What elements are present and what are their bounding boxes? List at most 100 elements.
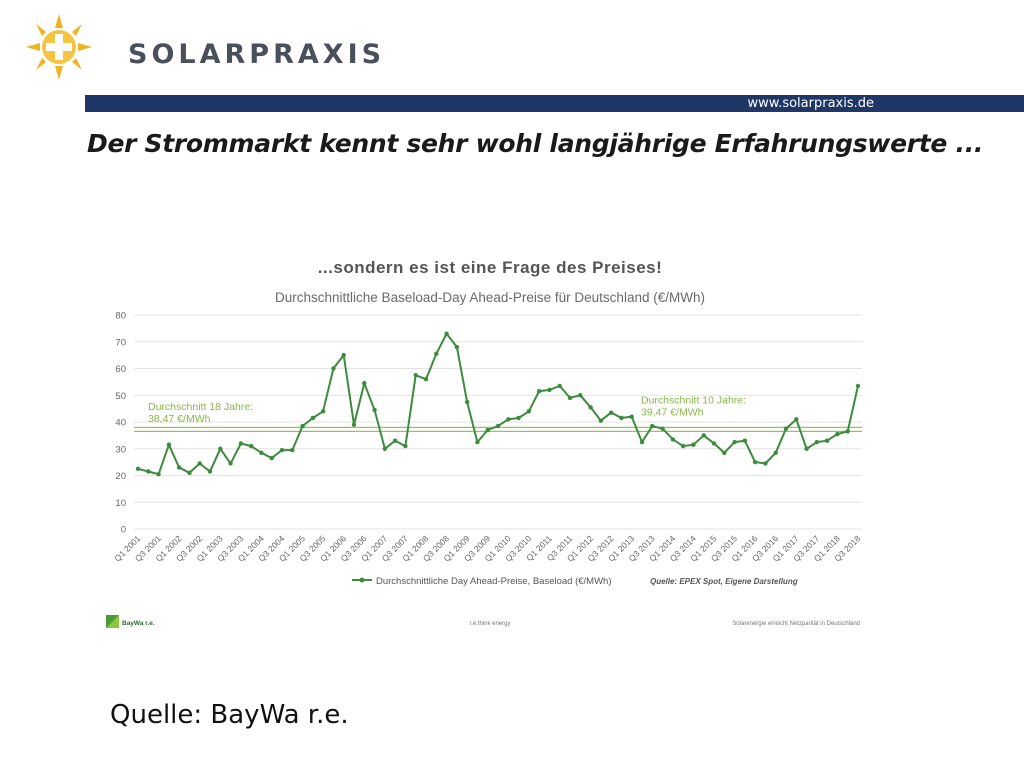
sun-logo-icon [26,14,92,80]
y-tick-label: 70 [115,337,126,348]
data-point [824,438,830,443]
price-chart: ...sondern es ist eine Frage des Preises… [100,245,880,635]
y-tick-label: 60 [115,364,126,375]
data-point [722,450,727,455]
data-point [413,372,418,378]
website-link[interactable]: www.solarpraxis.de [747,96,874,111]
data-point [495,423,501,429]
data-point [341,352,346,358]
data-point [351,422,357,427]
data-point [176,465,182,470]
y-tick-label: 50 [115,391,126,402]
data-point [536,389,542,394]
data-point [680,443,686,449]
data-point [392,438,398,443]
footer-company: BayWa r.e. [122,620,155,627]
y-tick-label: 20 [115,471,126,482]
chart-subtitle: Durchschnittliche Baseload-Day Ahead-Pre… [275,290,705,305]
average-label: Durchschnitt 10 Jahre: [641,394,746,406]
data-point [639,439,645,445]
data-point [711,441,717,446]
average-value-label: 39,47 €/MWh [641,406,704,418]
y-tick-label: 30 [115,444,126,455]
data-point [290,447,295,453]
data-point [835,431,840,437]
data-point [629,414,634,419]
data-point [845,429,850,434]
chart-svg: ...sondern es ist eine Frage des Preises… [106,258,863,628]
data-point [701,433,706,438]
data-point [506,417,511,422]
y-tick-label: 0 [121,525,126,536]
data-point [855,383,861,389]
y-tick-label: 40 [115,418,126,429]
chart-source-note: Quelle: EPEX Spot, Eigene Darstellung [650,577,798,586]
data-point [547,387,552,393]
chart-title: ...sondern es ist eine Frage des Preises… [318,258,663,277]
data-point [619,415,624,421]
footer-tagline: r.e.think energy [469,621,510,627]
data-point [248,443,254,449]
data-point [557,383,562,389]
data-point [279,447,285,453]
data-point [135,466,141,472]
data-point [464,399,470,405]
solarpraxis-logo: SOLARPRAXIS [24,12,381,82]
data-point [598,418,604,423]
y-tick-label: 80 [115,311,126,322]
average-label: Durchschnitt 18 Jahre: [148,401,253,413]
data-point [156,471,161,477]
data-point [331,366,336,371]
data-point [742,438,748,443]
data-point [300,423,305,429]
data-point [146,469,151,474]
data-point [814,439,820,445]
data-point [218,446,223,451]
data-point [752,459,758,465]
legend-label: Durchschnittliche Day Ahead-Preise, Base… [376,576,612,587]
data-point [588,405,593,410]
data-point [670,437,676,442]
data-point [783,426,789,431]
data-point [732,439,737,445]
source-caption: Quelle: BayWa r.e. [110,700,349,730]
data-point [516,415,521,421]
data-point [763,461,768,466]
data-point [567,395,573,401]
data-point [485,427,490,433]
footer-right-text: Solarenergie erreicht Netzparität in Deu… [732,621,860,627]
data-point [166,442,172,447]
data-point [372,407,377,413]
data-point [320,409,326,414]
baywa-logo-accent-icon [106,615,119,628]
average-value-label: 38,47 €/MWh [148,413,211,425]
data-point [238,441,244,446]
data-point [650,423,655,429]
data-point [403,443,408,449]
data-point [228,461,233,466]
data-point [362,381,367,386]
data-point [794,417,799,422]
data-point [207,469,213,474]
y-tick-label: 10 [115,498,126,509]
page-headline: Der Strommarkt kennt sehr wohl langjähri… [87,129,984,158]
data-point [475,439,480,445]
data-point [804,446,809,451]
data-point [269,455,274,461]
data-point [691,442,696,447]
data-point [526,409,532,414]
data-point [578,393,583,398]
data-point [444,331,449,336]
data-point [259,450,264,455]
brand-name: SOLARPRAXIS [128,39,386,70]
data-point [608,410,614,415]
data-point [197,461,202,466]
legend-marker-swatch [359,577,365,583]
data-point [773,450,778,455]
data-point [187,470,192,476]
data-point [434,351,439,356]
data-point [382,446,388,451]
data-point [423,377,429,382]
data-point [310,415,316,421]
data-point [454,344,460,350]
